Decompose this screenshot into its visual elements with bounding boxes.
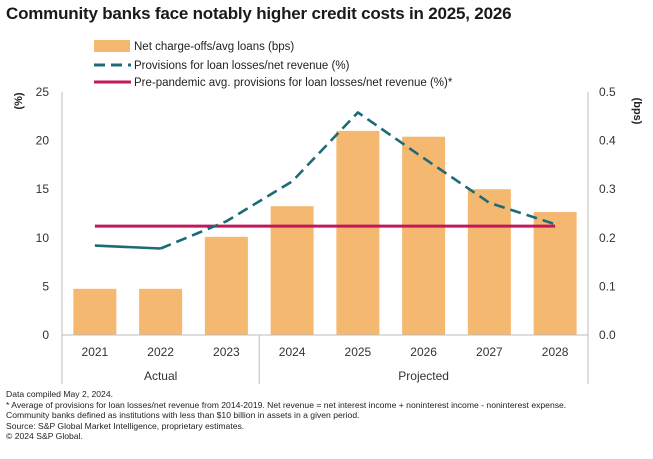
- right-tick-label: 0.1: [599, 279, 616, 293]
- legend: Net charge-offs/avg loans (bps) Provision…: [94, 40, 453, 89]
- period-group-label: Projected: [398, 369, 449, 383]
- bar-2027: [467, 189, 511, 335]
- legend-label: Net charge-offs/avg loans (bps): [134, 41, 294, 53]
- footnote-line: * Average of provisions for loan losses/…: [6, 399, 567, 410]
- bar-2028: [533, 212, 577, 335]
- right-tick-label: 0.5: [599, 85, 616, 99]
- provisions-line-projected: [160, 111, 556, 250]
- left-tick-label: 25: [36, 85, 50, 99]
- bar-2022: [139, 288, 183, 335]
- x-tick-label: 2024: [279, 345, 306, 359]
- legend-label: Provisions for loan losses/net revenue (…: [134, 60, 350, 72]
- footnotes: Data compiled May 2, 2024. * Average of p…: [6, 389, 651, 442]
- right-axis-title: (bps): [631, 98, 643, 125]
- right-tick-label: 0.0: [599, 328, 616, 342]
- line-series: [94, 111, 556, 250]
- x-tick-label: 2025: [345, 345, 372, 359]
- x-tick-label: 2026: [410, 345, 437, 359]
- left-tick-label: 15: [36, 182, 50, 196]
- chart: Net charge-offs/avg loans (bps) Provision…: [13, 40, 643, 384]
- bar-2025: [336, 130, 380, 335]
- right-tick-label: 0.4: [599, 134, 616, 148]
- left-tick-label: 20: [36, 134, 50, 148]
- footnote-line: Source: S&P Global Market Intelligence, …: [6, 420, 245, 431]
- provisions-line-actual: [94, 244, 161, 250]
- bar-2024: [270, 206, 314, 335]
- right-tick-label: 0.2: [599, 231, 616, 245]
- x-tick-label: 2021: [82, 345, 109, 359]
- left-tick-label: 5: [42, 279, 49, 293]
- left-tick-label: 0: [42, 328, 49, 342]
- footnote-line: Community banks defined as institutions …: [6, 410, 360, 421]
- legend-label: Pre-pandemic avg. provisions for loan lo…: [134, 77, 453, 89]
- footnote-line: © 2024 S&P Global.: [6, 431, 83, 442]
- x-tick-label: 2022: [147, 345, 174, 359]
- right-tick-label: 0.3: [599, 182, 616, 196]
- bar-2021: [73, 288, 117, 335]
- x-tick-label: 2027: [476, 345, 503, 359]
- bar-series: [73, 130, 577, 335]
- period-group-label: Actual: [144, 369, 177, 383]
- footnote-line: Data compiled May 2, 2024.: [6, 389, 114, 399]
- bar-2023: [204, 236, 248, 335]
- legend-swatch-net-charge-offs: [94, 40, 130, 52]
- left-axis-title: (%): [13, 92, 25, 109]
- axes: [61, 92, 589, 384]
- left-tick-label: 10: [36, 231, 50, 245]
- x-tick-label: 2028: [542, 345, 569, 359]
- x-tick-label: 2023: [213, 345, 240, 359]
- bar-2026: [402, 136, 446, 335]
- chart-title: Community banks face notably higher cred…: [6, 4, 512, 23]
